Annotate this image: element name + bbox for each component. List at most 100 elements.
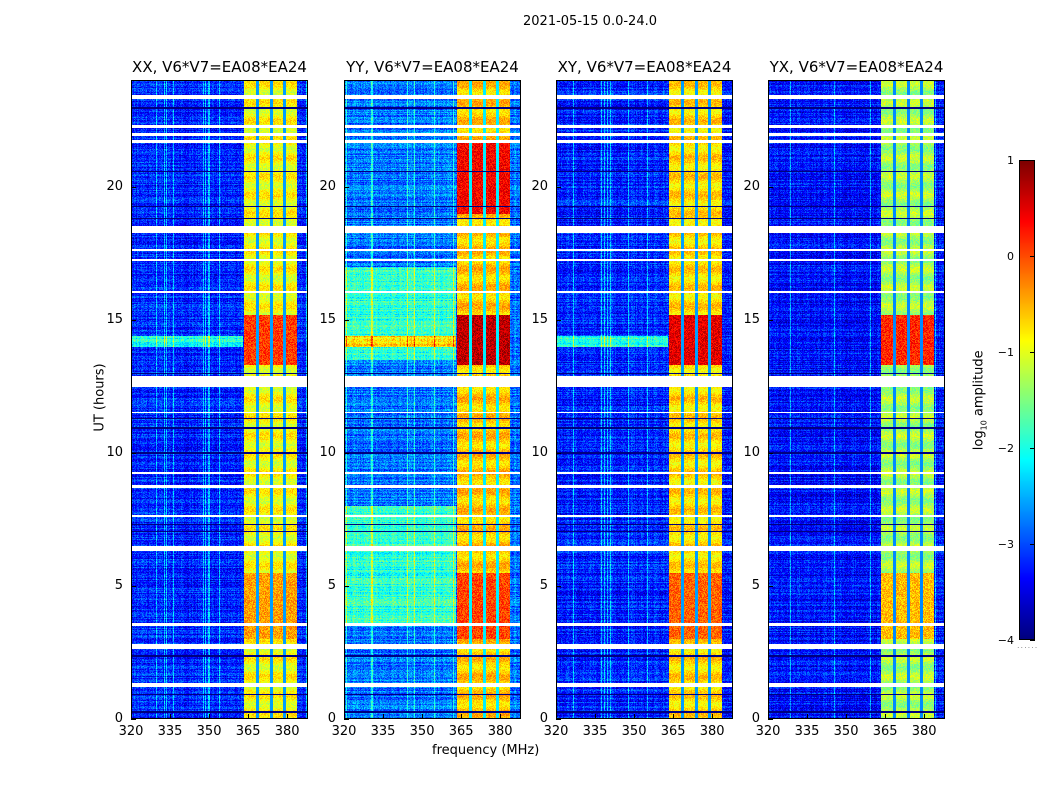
colorbar-tick <box>1030 544 1035 545</box>
heatmap-panel-yx <box>768 80 945 719</box>
y-tick <box>344 186 349 188</box>
x-tick-label: 335 <box>794 724 820 739</box>
x-tick <box>131 714 132 719</box>
y-tick <box>344 585 349 587</box>
heatmap-canvas <box>132 81 307 718</box>
x-tick <box>673 714 675 719</box>
colorbar-tick-label: −4 <box>997 634 1014 647</box>
y-tick <box>344 452 349 454</box>
x-tick <box>422 714 424 719</box>
colorbar-extend-marker: ...... <box>1017 641 1039 650</box>
y-tick <box>768 585 773 587</box>
y-tick <box>344 319 349 321</box>
x-tick-label: 350 <box>621 724 647 739</box>
x-tick-label: 350 <box>833 724 859 739</box>
x-tick <box>383 714 385 719</box>
x-tick-label: 350 <box>196 724 222 739</box>
y-tick-label: 5 <box>751 577 760 593</box>
y-tick <box>768 719 773 720</box>
x-tick-label: 320 <box>118 724 144 739</box>
y-tick <box>556 186 561 188</box>
x-tick <box>500 714 502 719</box>
y-tick-label: 5 <box>539 577 548 593</box>
y-tick <box>131 719 136 720</box>
y-tick <box>344 719 349 720</box>
y-tick <box>556 452 561 454</box>
colorbar-tick <box>1030 352 1035 353</box>
x-tick-label: 350 <box>409 724 435 739</box>
y-tick-label: 10 <box>531 444 548 460</box>
x-tick <box>287 714 289 719</box>
y-tick-label: 5 <box>327 577 336 593</box>
colorbar-gradient <box>1020 161 1034 639</box>
x-tick-label: 365 <box>235 724 261 739</box>
x-tick-label: 365 <box>660 724 686 739</box>
colorbar-tick <box>1030 448 1035 449</box>
panel-title: XX, V6*V7=EA08*EA24 <box>132 58 307 76</box>
y-axis-label: UT (hours) <box>92 363 108 432</box>
colorbar-tick-label: −2 <box>997 442 1014 455</box>
x-tick <box>461 714 463 719</box>
heatmap-panel-yy <box>344 80 521 719</box>
x-tick-label: 380 <box>487 724 513 739</box>
x-tick-label: 335 <box>370 724 396 739</box>
heatmap-canvas <box>345 81 520 718</box>
x-tick-label: 320 <box>755 724 781 739</box>
x-tick <box>807 714 809 719</box>
x-tick <box>924 714 926 719</box>
x-tick <box>846 714 848 719</box>
y-tick <box>768 319 773 321</box>
y-tick-label: 10 <box>743 444 760 460</box>
colorbar-label: log10 amplitude <box>972 345 989 455</box>
y-tick-label: 15 <box>106 311 123 327</box>
y-tick-label: 10 <box>106 444 123 460</box>
y-tick-label: 20 <box>531 178 548 194</box>
y-tick-label: 10 <box>319 444 336 460</box>
y-tick <box>131 319 136 321</box>
heatmap-panel-xy <box>556 80 733 719</box>
y-tick-label: 0 <box>751 711 760 726</box>
colorbar-tick-label: 0 <box>1007 250 1014 263</box>
y-tick-label: 15 <box>319 311 336 327</box>
x-tick <box>170 714 172 719</box>
y-tick-label: 0 <box>327 711 336 726</box>
y-tick <box>768 186 773 188</box>
x-tick-label: 320 <box>331 724 357 739</box>
y-tick <box>556 585 561 587</box>
x-tick <box>712 714 714 719</box>
y-tick-label: 20 <box>106 178 123 194</box>
y-tick-label: 5 <box>114 577 123 593</box>
y-tick-label: 0 <box>114 711 123 726</box>
panel-title: YX, V6*V7=EA08*EA24 <box>769 58 944 76</box>
colorbar-tick <box>1030 256 1035 257</box>
x-tick-label: 365 <box>448 724 474 739</box>
x-tick-label: 335 <box>157 724 183 739</box>
x-tick <box>556 714 557 719</box>
y-tick <box>131 585 136 587</box>
heatmap-panel-xx <box>131 80 308 719</box>
x-tick-label: 320 <box>543 724 569 739</box>
x-tick-label: 335 <box>582 724 608 739</box>
x-tick-label: 380 <box>274 724 300 739</box>
x-tick <box>885 714 887 719</box>
x-tick <box>344 714 345 719</box>
colorbar-label-log: log <box>971 430 987 451</box>
x-tick-label: 380 <box>699 724 725 739</box>
x-tick-label: 365 <box>872 724 898 739</box>
y-tick-label: 20 <box>319 178 336 194</box>
x-tick-label: 380 <box>911 724 937 739</box>
colorbar-tick <box>1030 160 1035 161</box>
x-tick <box>248 714 250 719</box>
x-tick <box>209 714 211 719</box>
colorbar-label-text: amplitude <box>971 350 987 421</box>
y-tick <box>556 719 561 720</box>
y-tick <box>556 319 561 321</box>
colorbar-tick-label: −1 <box>997 346 1014 359</box>
colorbar-tick <box>1030 640 1035 641</box>
x-tick <box>595 714 597 719</box>
x-axis-label: frequency (MHz) <box>432 743 540 758</box>
y-tick-label: 15 <box>743 311 760 327</box>
y-tick <box>131 186 136 188</box>
y-tick <box>768 452 773 454</box>
figure-title: 2021-05-15 0.0-24.0 <box>523 14 657 29</box>
